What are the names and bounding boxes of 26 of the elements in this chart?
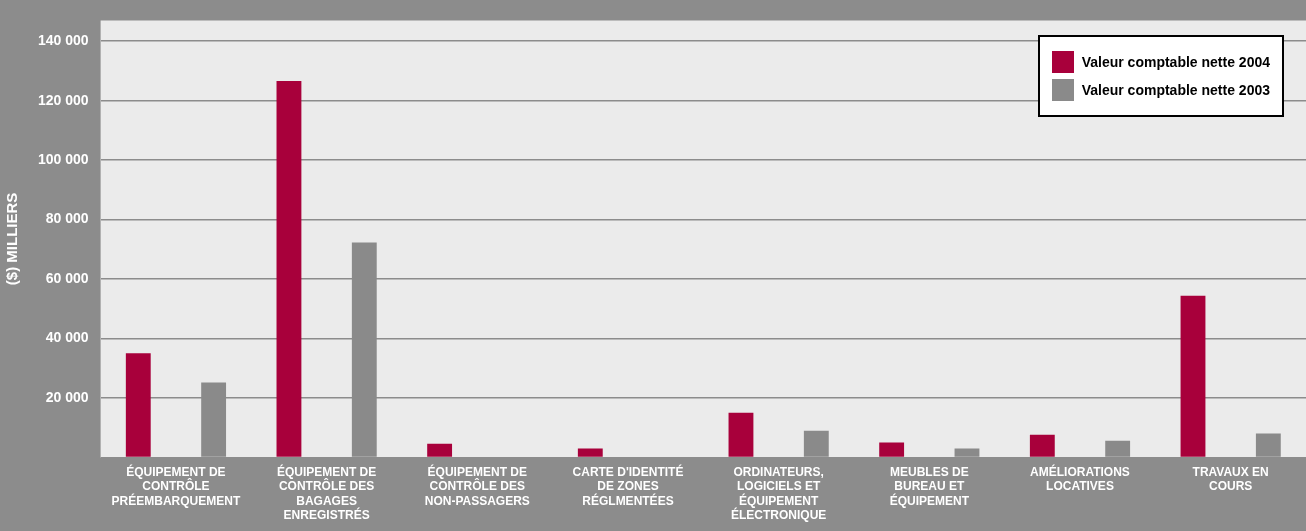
bar	[427, 443, 453, 457]
x-tick-label: AMÉLIORATIONS LOCATIVES	[1030, 463, 1130, 494]
y-tick-label: 20 000	[45, 388, 89, 405]
x-tick-label: ORDINATEURS, LOGICIELS ET ÉQUIPEMENT ÉLECTRONIQUE	[730, 464, 827, 523]
y-tick-label: 140 000	[38, 32, 89, 49]
y-tick-label: 40 000	[45, 329, 89, 346]
bar	[728, 412, 754, 457]
y-tick-label: 80 000	[45, 210, 89, 227]
x-tick-label: CARTE D'IDENTITÉ DE ZONES RÉGLMENTÉES	[572, 463, 684, 508]
y-tick-label: 120 000	[38, 91, 89, 108]
x-tick-label: MEUBLES DE BUREAU ET ÉQUIPEMENT	[889, 464, 970, 508]
bar	[879, 442, 905, 457]
bar	[276, 81, 302, 457]
x-tick-label: TRAVAUX EN COURS	[1192, 464, 1269, 494]
bar	[125, 353, 151, 457]
legend-label: Valeur comptable nette 2004	[1081, 54, 1270, 71]
bar	[1180, 295, 1206, 457]
x-tick-label: ÉQUIPEMENT DE CONTRÔLE DES BAGAGES ENREGISTRÉS	[276, 463, 377, 523]
bar	[1029, 434, 1055, 457]
x-tick-label: ÉQUIPEMENT DE CONTRÔLE DES NON-PASSAGERS	[424, 463, 530, 508]
legend-label: Valeur comptable nette 2003	[1081, 82, 1270, 99]
y-axis-title: ($) MILLIERS	[3, 192, 21, 286]
x-tick-label: ÉQUIPEMENT DE CONTRÔLE PRÉEMBARQUEMENT	[111, 463, 241, 508]
y-tick-label: 100 000	[38, 150, 89, 167]
bar	[577, 448, 603, 457]
y-tick-label: 60 000	[45, 269, 89, 286]
